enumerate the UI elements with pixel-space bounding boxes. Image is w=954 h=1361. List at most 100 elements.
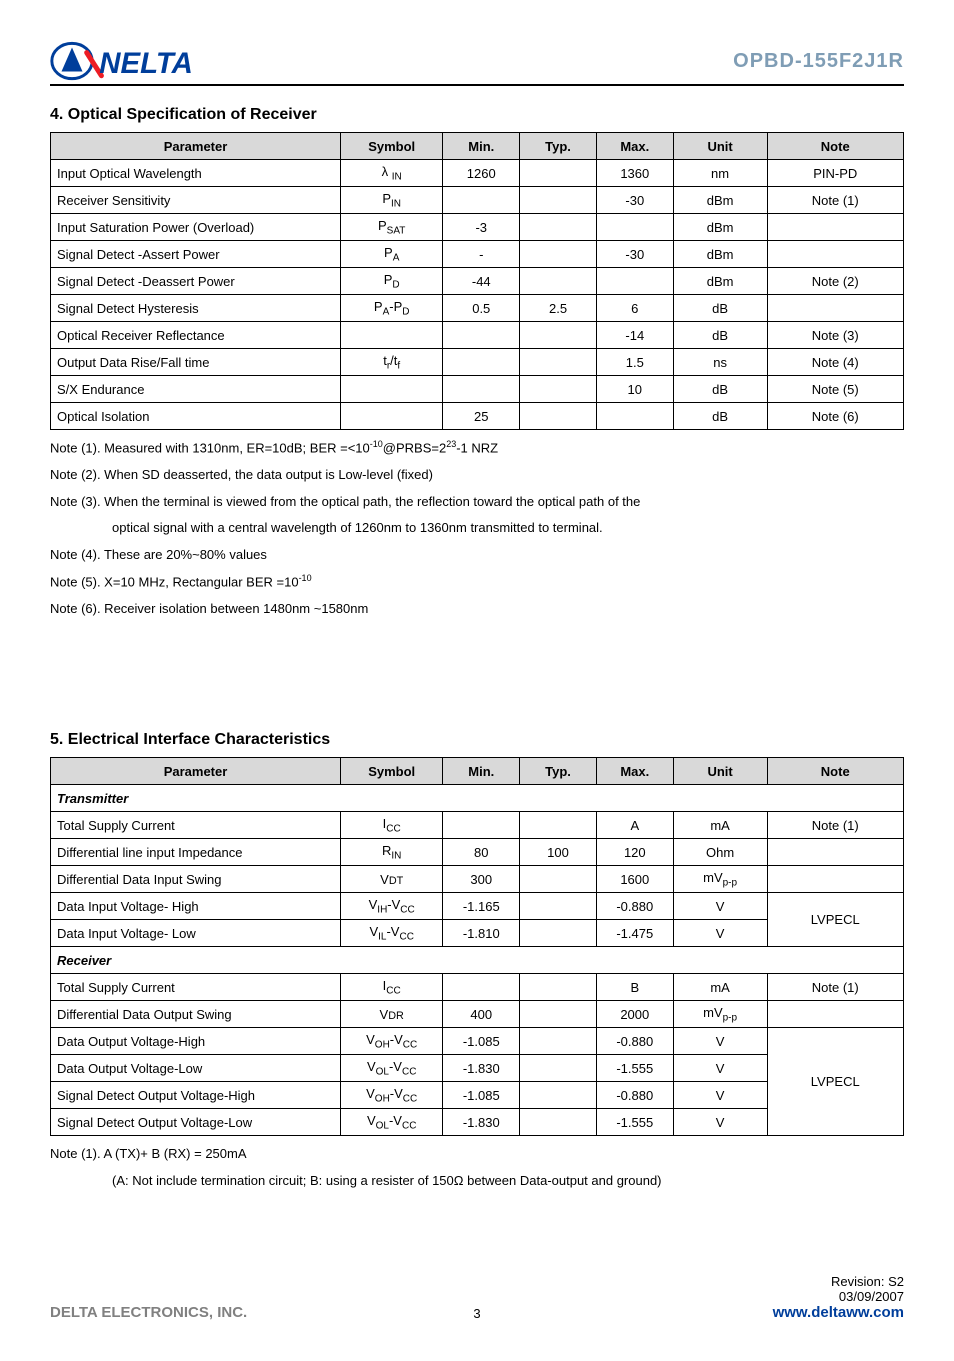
unit-cell: nm <box>673 160 767 187</box>
table-row: Data Input Voltage- HighVIH-VCC-1.165-0.… <box>51 893 904 920</box>
symbol-cell: tr/tf <box>341 349 443 376</box>
unit-cell: V <box>673 920 767 947</box>
max-cell: -30 <box>596 241 673 268</box>
note-line: Note (3). When the terminal is viewed fr… <box>50 490 904 515</box>
max-cell: 10 <box>596 376 673 403</box>
typ-cell <box>520 1028 597 1055</box>
receiver-header: Receiver <box>51 947 904 974</box>
param-cell: Data Output Voltage-Low <box>51 1055 341 1082</box>
note-cell: Note (1) <box>767 187 904 214</box>
max-cell: 1.5 <box>596 349 673 376</box>
param-cell: Differential Data Input Swing <box>51 866 341 893</box>
max-cell: 6 <box>596 295 673 322</box>
param-cell: S/X Endurance <box>51 376 341 403</box>
typ-cell <box>520 349 597 376</box>
typ-cell <box>520 1082 597 1109</box>
col-header: Min. <box>443 133 520 160</box>
note-cell <box>767 839 904 866</box>
max-cell <box>596 214 673 241</box>
min-cell: 0.5 <box>443 295 520 322</box>
min-cell <box>443 322 520 349</box>
part-number: OPBD-155F2J1R <box>733 50 904 73</box>
min-cell: -1.085 <box>443 1082 520 1109</box>
table-row: Total Supply CurrentICCAmANote (1) <box>51 812 904 839</box>
typ-cell <box>520 376 597 403</box>
max-cell: A <box>596 812 673 839</box>
note-cell: Note (4) <box>767 349 904 376</box>
typ-cell <box>520 1001 597 1028</box>
table-row: Signal Detect -Assert PowerPA- -30dBm <box>51 241 904 268</box>
min-cell: 1260 <box>443 160 520 187</box>
footer-company: DELTA ELECTRONICS, INC. <box>50 1304 247 1321</box>
param-cell: Differential line input Impedance <box>51 839 341 866</box>
note-line: Note (1). A (TX)+ B (RX) = 250mA <box>50 1142 904 1167</box>
unit-cell: V <box>673 1082 767 1109</box>
footer: DELTA ELECTRONICS, INC. 3 Revision: S2 0… <box>50 1274 904 1321</box>
svg-text:NELTA: NELTA <box>99 47 193 80</box>
section4-title: 4. Optical Specification of Receiver <box>50 106 904 124</box>
symbol-cell: λ IN <box>341 160 443 187</box>
min-cell: - <box>443 241 520 268</box>
param-cell: Signal Detect Output Voltage-Low <box>51 1109 341 1136</box>
typ-cell <box>520 1055 597 1082</box>
param-cell: Signal Detect -Assert Power <box>51 241 341 268</box>
section4-notes: Note (1). Measured with 1310nm, ER=10dB;… <box>50 436 904 621</box>
symbol-cell: VIL-VCC <box>341 920 443 947</box>
param-cell: Optical Receiver Reflectance <box>51 322 341 349</box>
param-cell: Signal Detect Output Voltage-High <box>51 1082 341 1109</box>
symbol-cell: VDR <box>341 1001 443 1028</box>
symbol-cell <box>341 322 443 349</box>
param-cell: Data Input Voltage- High <box>51 893 341 920</box>
min-cell: -1.165 <box>443 893 520 920</box>
param-cell: Signal Detect Hysteresis <box>51 295 341 322</box>
typ-cell <box>520 160 597 187</box>
symbol-cell: VOH-VCC <box>341 1082 443 1109</box>
max-cell <box>596 268 673 295</box>
unit-cell: dBm <box>673 268 767 295</box>
max-cell: -1.555 <box>596 1055 673 1082</box>
note-cell <box>767 1001 904 1028</box>
typ-cell <box>520 893 597 920</box>
symbol-cell: ICC <box>341 812 443 839</box>
unit-cell: dB <box>673 322 767 349</box>
table-row: Input Saturation Power (Overload)PSAT-3d… <box>51 214 904 241</box>
param-cell: Receiver Sensitivity <box>51 187 341 214</box>
note-line: Note (4). These are 20%~80% values <box>50 543 904 568</box>
col-header: Symbol <box>341 133 443 160</box>
col-header: Parameter <box>51 133 341 160</box>
symbol-cell: PIN <box>341 187 443 214</box>
note-cell <box>767 295 904 322</box>
col-header: Typ. <box>520 133 597 160</box>
note-line: Note (5). X=10 MHz, Rectangular BER =10-… <box>50 570 904 595</box>
unit-cell: dBm <box>673 241 767 268</box>
table-row: Differential line input ImpedanceRIN8010… <box>51 839 904 866</box>
param-cell: Total Supply Current <box>51 812 341 839</box>
unit-cell: mA <box>673 812 767 839</box>
max-cell: B <box>596 974 673 1001</box>
typ-cell: 100 <box>520 839 597 866</box>
symbol-cell <box>341 376 443 403</box>
min-cell: -44 <box>443 268 520 295</box>
typ-cell <box>520 866 597 893</box>
unit-cell: dB <box>673 295 767 322</box>
col-header: Note <box>767 758 904 785</box>
typ-cell <box>520 403 597 430</box>
note-cell: LVPECL <box>767 893 904 947</box>
max-cell <box>596 403 673 430</box>
note-cell <box>767 241 904 268</box>
unit-cell: ns <box>673 349 767 376</box>
table-row: Total Supply CurrentICCBmANote (1) <box>51 974 904 1001</box>
symbol-cell: VDT <box>341 866 443 893</box>
table-row: Signal Detect HysteresisPA-PD0.52.56dB <box>51 295 904 322</box>
note-cell: PIN-PD <box>767 160 904 187</box>
param-cell: Signal Detect -Deassert Power <box>51 268 341 295</box>
symbol-cell: ICC <box>341 974 443 1001</box>
param-cell: Optical Isolation <box>51 403 341 430</box>
footer-url: www.deltaww.com <box>773 1304 904 1321</box>
symbol-cell: PA <box>341 241 443 268</box>
max-cell: 120 <box>596 839 673 866</box>
param-cell: Output Data Rise/Fall time <box>51 349 341 376</box>
min-cell: -1.830 <box>443 1109 520 1136</box>
max-cell: -0.880 <box>596 893 673 920</box>
footer-date: 03/09/2007 <box>773 1289 904 1304</box>
